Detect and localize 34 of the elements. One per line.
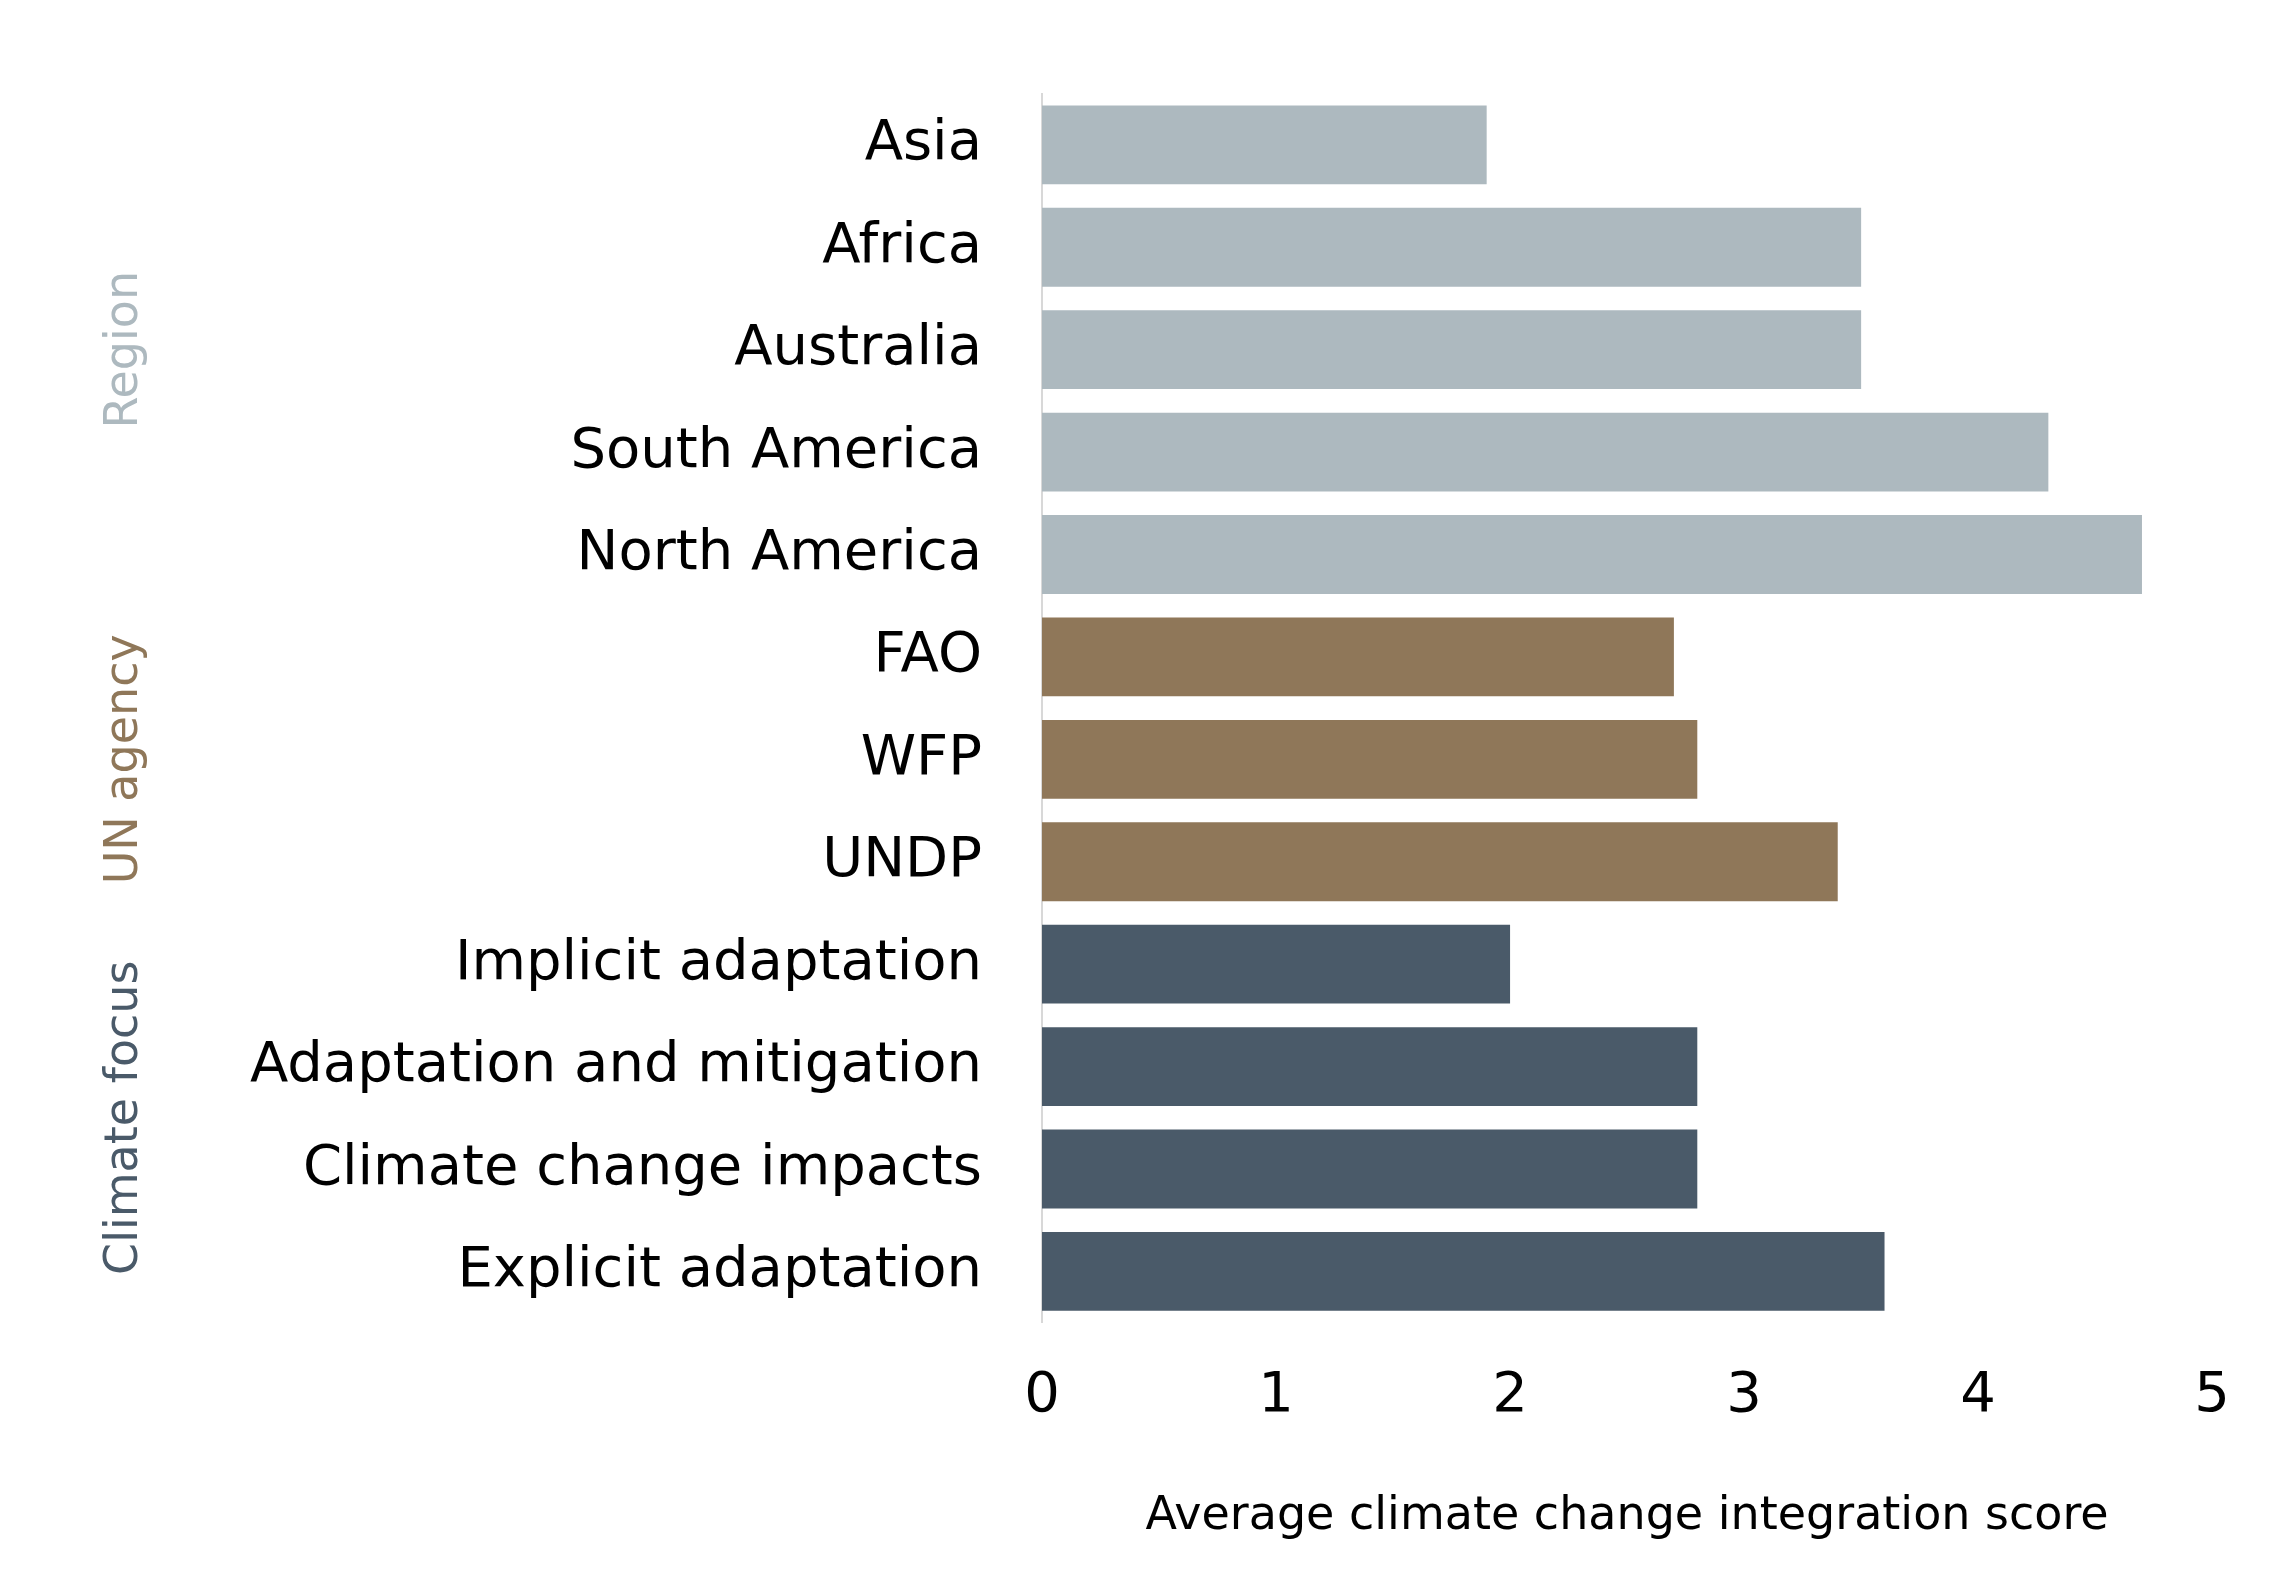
- x-tick-label: 4: [1960, 1358, 1996, 1424]
- text: UN agency: [93, 634, 148, 885]
- bar: [1041, 105, 1487, 185]
- x-tick-label: 2: [1492, 1358, 1528, 1424]
- bar: [1041, 207, 1862, 287]
- y-tick-label: UNDP: [822, 824, 982, 890]
- y-tick-label: Climate change impacts: [302, 1131, 982, 1197]
- bar: [1041, 1129, 1698, 1209]
- y-tick-label: North America: [576, 517, 982, 583]
- x-tick-label: 1: [1258, 1358, 1294, 1424]
- x-tick-label: 5: [2194, 1358, 2231, 1424]
- bar: [1041, 924, 1511, 1004]
- bar: [1041, 822, 1838, 902]
- bar: [1041, 1231, 1885, 1311]
- bar: [1041, 719, 1698, 799]
- x-axis-title: Average climate change integration score: [1145, 1486, 2109, 1541]
- y-tick-label: FAO: [873, 619, 982, 685]
- text: Climate focus: [93, 960, 148, 1275]
- bar: [1041, 310, 1862, 390]
- bar: [1041, 617, 1674, 697]
- y-tick-label: Asia: [864, 107, 982, 173]
- text: Region: [93, 270, 148, 429]
- bar: [1041, 1027, 1698, 1106]
- y-tick-label: Adaptation and mitigation: [249, 1029, 982, 1095]
- x-tick-label: 0: [1024, 1358, 1060, 1424]
- y-tick-label: South America: [570, 414, 982, 480]
- bar: [1041, 515, 2142, 594]
- bar: [1041, 412, 2049, 492]
- y-tick-label: Australia: [734, 312, 982, 378]
- y-tick-label: Explicit adaptation: [457, 1233, 982, 1299]
- y-tick-label: WFP: [860, 721, 982, 787]
- y-tick-label: Africa: [822, 209, 982, 275]
- x-tick-label: 3: [1726, 1358, 1762, 1424]
- y-tick-label: Implicit adaptation: [454, 926, 982, 992]
